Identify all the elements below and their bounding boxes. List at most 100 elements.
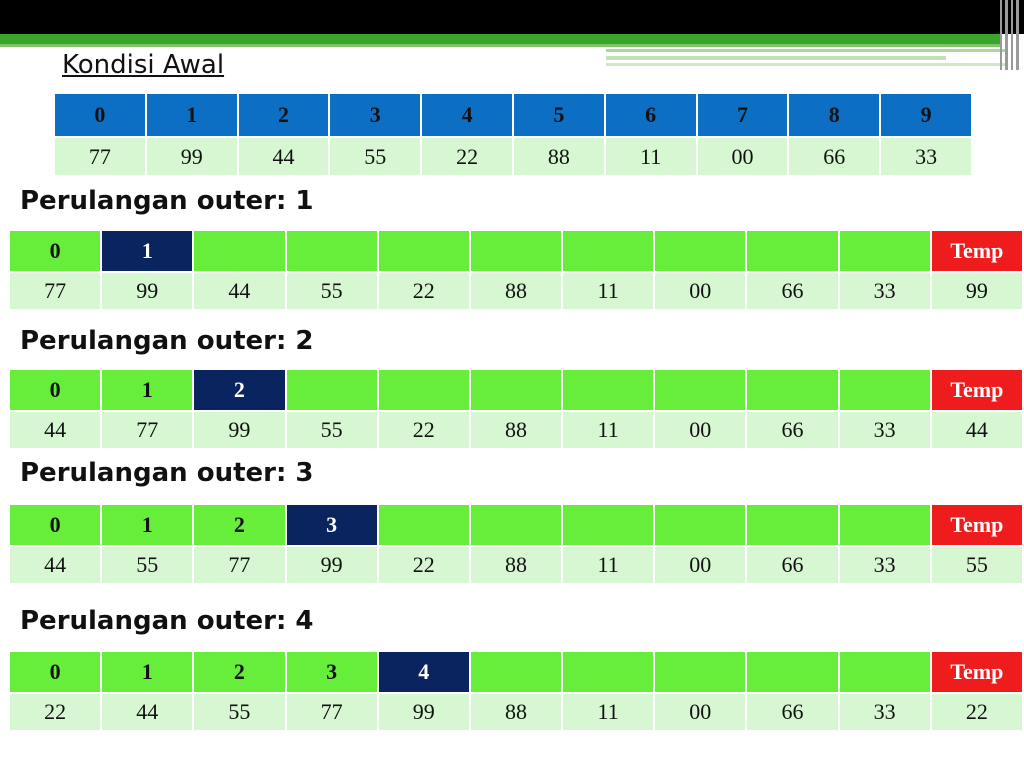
index-cell: 2 <box>194 652 285 692</box>
temp-label-cell: Temp <box>931 231 1022 271</box>
active-index-cell: 3 <box>286 505 377 545</box>
value-cell: 88 <box>513 138 604 175</box>
index-cell <box>378 505 469 545</box>
temp-label-cell: Temp <box>931 505 1022 545</box>
index-cell: 1 <box>102 370 193 410</box>
index-cell <box>747 652 838 692</box>
header-stripe <box>606 56 946 60</box>
value-cell: 66 <box>747 694 838 730</box>
header-stripe <box>606 63 1006 66</box>
temp-value-cell: 99 <box>931 273 1022 309</box>
index-cell <box>378 231 469 271</box>
index-cell <box>655 370 746 410</box>
index-cell <box>378 370 469 410</box>
index-cell: 0 <box>55 94 145 136</box>
temp-value-cell: 55 <box>931 547 1022 583</box>
index-cell <box>655 505 746 545</box>
index-cell: 1 <box>102 652 193 692</box>
index-cell: 3 <box>286 652 377 692</box>
value-cell: 99 <box>102 273 193 309</box>
index-cell <box>839 652 930 692</box>
index-cell: 0 <box>10 505 101 545</box>
value-cell: 33 <box>839 547 930 583</box>
index-cell: 6 <box>605 94 696 136</box>
value-cell: 00 <box>655 412 746 448</box>
value-row: 77 99 44 55 22 88 11 00 66 33 <box>55 138 971 175</box>
value-cell: 00 <box>655 273 746 309</box>
index-cell <box>563 505 654 545</box>
value-cell: 88 <box>470 694 562 730</box>
index-cell: 7 <box>697 94 788 136</box>
value-cell: 55 <box>194 694 285 730</box>
value-cell: 55 <box>102 547 193 583</box>
temp-value-cell: 22 <box>931 694 1022 730</box>
value-cell: 88 <box>470 273 562 309</box>
value-cell: 55 <box>330 138 421 175</box>
value-cell: 22 <box>378 547 469 583</box>
value-cell: 88 <box>470 547 562 583</box>
index-cell <box>655 652 746 692</box>
value-cell: 66 <box>789 138 880 175</box>
value-cell: 44 <box>238 138 329 175</box>
top-black-bar <box>0 0 1024 34</box>
value-cell: 44 <box>10 547 101 583</box>
index-cell: 9 <box>881 94 971 136</box>
index-cell: 2 <box>194 505 285 545</box>
index-cell: 0 <box>10 231 101 271</box>
index-cell <box>470 370 562 410</box>
temp-value-cell: 44 <box>931 412 1022 448</box>
pass-array-table: 0 1 Temp 77 99 44 55 22 88 11 00 66 33 99 <box>8 229 1024 311</box>
index-cell <box>839 505 930 545</box>
index-row: 0 1 Temp <box>10 231 1022 271</box>
value-cell: 22 <box>10 694 101 730</box>
value-cell: 77 <box>194 547 285 583</box>
index-cell <box>470 231 562 271</box>
index-cell <box>747 505 838 545</box>
value-cell: 44 <box>102 694 193 730</box>
index-cell <box>470 505 562 545</box>
value-row: 44 77 99 55 22 88 11 00 66 33 44 <box>10 412 1022 448</box>
index-cell: 8 <box>789 94 880 136</box>
value-cell: 99 <box>194 412 285 448</box>
value-cell: 99 <box>378 694 469 730</box>
value-cell: 00 <box>655 694 746 730</box>
active-index-cell: 4 <box>378 652 469 692</box>
header-stripe <box>0 34 1000 44</box>
index-row: 0 1 2 3 Temp <box>10 505 1022 545</box>
temp-label-cell: Temp <box>931 370 1022 410</box>
initial-title: Kondisi Awal <box>62 50 225 80</box>
value-cell: 99 <box>286 547 377 583</box>
value-row: 77 99 44 55 22 88 11 00 66 33 99 <box>10 273 1022 309</box>
value-cell: 44 <box>194 273 285 309</box>
index-row: 0 1 2 3 4 Temp <box>10 652 1022 692</box>
index-cell <box>839 231 930 271</box>
index-cell: 3 <box>330 94 421 136</box>
value-cell: 66 <box>747 273 838 309</box>
value-cell: 88 <box>470 412 562 448</box>
index-cell <box>286 370 377 410</box>
index-cell <box>563 370 654 410</box>
value-cell: 44 <box>10 412 101 448</box>
value-cell: 99 <box>146 138 237 175</box>
value-cell: 66 <box>747 412 838 448</box>
index-row: 0 1 2 Temp <box>10 370 1022 410</box>
value-cell: 11 <box>563 694 654 730</box>
value-cell: 55 <box>286 273 377 309</box>
index-cell <box>286 231 377 271</box>
value-cell: 22 <box>378 273 469 309</box>
value-row: 44 55 77 99 22 88 11 00 66 33 55 <box>10 547 1022 583</box>
value-cell: 22 <box>378 412 469 448</box>
index-cell <box>747 370 838 410</box>
index-cell <box>747 231 838 271</box>
pass-title: Perulangan outer: 3 <box>20 458 314 488</box>
index-cell: 1 <box>146 94 237 136</box>
value-cell: 22 <box>422 138 512 175</box>
temp-label-cell: Temp <box>931 652 1022 692</box>
active-index-cell: 2 <box>194 370 285 410</box>
value-cell: 11 <box>563 547 654 583</box>
index-cell <box>194 231 285 271</box>
pass-array-table: 0 1 2 3 4 Temp 22 44 55 77 99 88 11 00 66 33 22 <box>8 650 1024 732</box>
value-cell: 55 <box>286 412 377 448</box>
